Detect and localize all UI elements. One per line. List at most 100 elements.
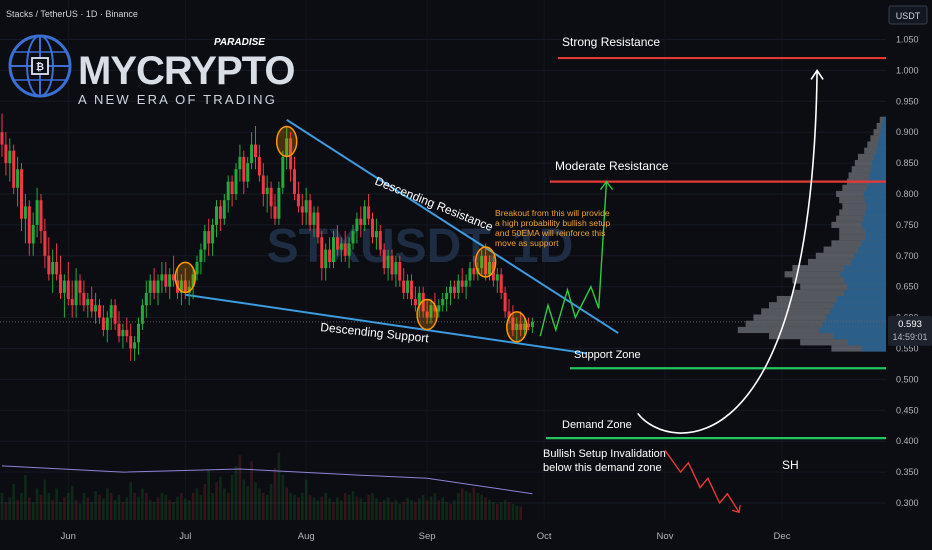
volume-profile-bar	[863, 215, 886, 222]
volume-profile-bar	[769, 302, 886, 309]
volume-profile-bar	[864, 234, 886, 241]
candle-body	[39, 200, 43, 232]
logo-tagline: A NEW ERA OF TRADING	[78, 92, 277, 107]
candle-body	[390, 255, 394, 275]
volume-bar	[316, 500, 320, 520]
candle-body	[168, 274, 172, 287]
breakout-note-line: move as support	[495, 238, 559, 248]
candle-body	[222, 200, 226, 219]
logo: ₿ MYCRYPTO PARADISE A NEW ERA OF TRADING	[8, 34, 295, 107]
candles	[0, 113, 534, 361]
volume-profile-bar	[829, 308, 886, 315]
volume-profile-bar	[871, 160, 886, 167]
volume-bar	[390, 502, 394, 520]
candle-body	[472, 268, 476, 275]
globe-icon: ₿	[8, 34, 72, 98]
candle-body	[410, 280, 413, 300]
candle-body	[101, 317, 105, 330]
currency-button[interactable]: USDT	[888, 5, 928, 25]
volume-profile-bar	[822, 320, 886, 327]
candle-body	[121, 329, 125, 337]
volume-profile-bar	[843, 277, 886, 284]
svg-text:₿: ₿	[36, 61, 44, 73]
candle-body	[140, 305, 144, 324]
volume-profile-bar	[879, 116, 886, 123]
y-tick-label: 0.550	[896, 344, 919, 354]
candle-body	[4, 144, 8, 164]
volume-bar	[386, 497, 390, 520]
candle-body	[66, 280, 70, 300]
volume-bar	[285, 487, 288, 520]
demand-zone-label: Demand Zone	[562, 419, 632, 431]
candle-body	[402, 280, 406, 293]
candle-body	[187, 286, 191, 293]
candle-body	[148, 280, 152, 293]
y-tick-label: 0.300	[896, 498, 919, 508]
candle-body	[425, 311, 429, 318]
candle-body	[215, 206, 218, 225]
volume-bar	[43, 479, 47, 520]
candle-body	[445, 292, 449, 300]
candle-body	[179, 280, 183, 293]
breakout-note-line: Breakout from this will provide	[495, 208, 610, 218]
volume-profile-bar	[839, 209, 886, 216]
volume-bar	[328, 498, 331, 520]
volume-bar	[320, 496, 324, 520]
volume-profile-bar	[864, 147, 886, 154]
volume-profile-bar	[876, 147, 886, 154]
candle-body	[433, 305, 437, 312]
volume-bar	[24, 475, 27, 520]
volume-profile-bar	[840, 271, 886, 278]
volume-bar	[312, 497, 316, 520]
candle-body	[12, 150, 16, 188]
candle-body	[0, 132, 4, 145]
volume-bar	[293, 494, 296, 520]
volume-profile-bar	[843, 265, 886, 272]
horizontal-levels	[0, 56, 886, 440]
volume-bar	[203, 484, 207, 520]
volume-profile-bar	[883, 116, 886, 123]
candle-body	[109, 305, 113, 318]
candle-body	[20, 169, 23, 219]
volume-bar	[106, 488, 109, 520]
volume-profile-bar	[851, 166, 886, 173]
candle-body	[394, 261, 398, 275]
volume-bar	[31, 502, 35, 520]
candle-body	[495, 274, 499, 281]
volume-bar	[145, 493, 148, 520]
volume-profile-bar	[800, 283, 886, 290]
volume-bar	[429, 496, 433, 520]
volume-bar	[51, 500, 54, 520]
volume-bar	[414, 502, 417, 520]
candle-body	[499, 274, 503, 293]
volume-profile-bar	[842, 203, 886, 210]
volume-profile-bar	[831, 240, 886, 247]
volume-profile-bar	[843, 289, 886, 296]
volume-profile-bar	[836, 295, 886, 303]
volume-bar	[82, 493, 86, 520]
volume-bar	[507, 502, 511, 520]
projections	[539, 68, 824, 514]
volume-bar	[230, 475, 234, 520]
volume-bar	[363, 502, 366, 520]
touch-point-circle	[416, 298, 438, 331]
invalidation-arrowhead	[731, 505, 741, 514]
candle-body	[468, 268, 472, 281]
candle-body	[47, 255, 51, 275]
price-badge-countdown: 14:59:01	[892, 332, 927, 342]
candle-body	[172, 274, 176, 281]
candle-body	[78, 280, 82, 293]
sh-label: SH	[782, 458, 799, 472]
volume-bar	[277, 452, 281, 520]
volume-bar	[265, 494, 269, 520]
volume-bar	[503, 500, 507, 520]
volume-bar	[160, 493, 164, 520]
volume-bar	[289, 493, 292, 520]
volume-profile-bar	[870, 135, 886, 142]
candle-body	[464, 280, 468, 287]
volume-bar	[425, 500, 429, 520]
candle-body	[265, 187, 269, 194]
volume-bar	[39, 494, 43, 520]
volume-bar	[184, 498, 187, 520]
